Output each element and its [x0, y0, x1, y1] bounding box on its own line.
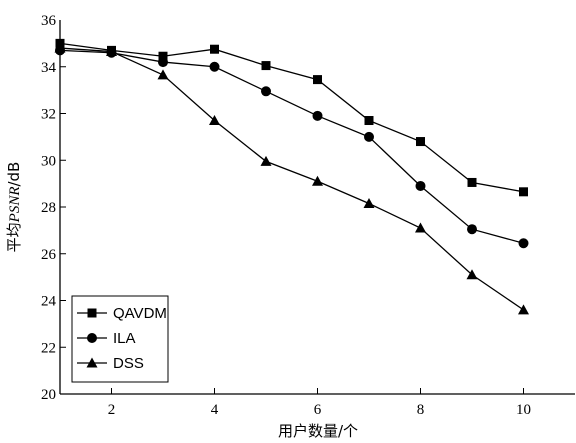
data-point-dss — [415, 222, 426, 233]
legend-marker-ila — [87, 333, 97, 343]
series-line-dss — [59, 47, 524, 311]
data-point-dss — [466, 269, 478, 280]
data-point-dss — [106, 46, 117, 57]
data-point-qavdm — [158, 51, 168, 61]
y-axis: 20 22 24 26 28 30 32 34 36 — [41, 13, 66, 403]
data-point-dss — [54, 42, 66, 53]
data-point-dss — [518, 304, 529, 315]
x-tick-label: 6 — [314, 402, 322, 418]
data-point-qavdm — [467, 177, 477, 187]
y-axis-title-prefix: 平均 — [5, 222, 23, 252]
y-tick-label: 24 — [41, 294, 57, 310]
data-point-ila — [364, 131, 374, 142]
series-dss — [54, 42, 529, 315]
x-tick-label: 8 — [417, 402, 425, 418]
data-point-ila — [467, 224, 477, 235]
data-point-dss — [157, 69, 169, 80]
y-axis-title: 平均PSNR/dB — [5, 162, 23, 253]
series-layer — [54, 38, 529, 315]
y-tick-label: 36 — [41, 13, 57, 29]
series-line-ila — [59, 49, 524, 244]
x-tick-label: 2 — [108, 402, 116, 418]
legend: QAVDM ILA DSS — [71, 295, 169, 383]
data-point-ila — [209, 61, 220, 72]
series-ila — [55, 45, 529, 249]
y-tick-label: 26 — [41, 247, 57, 263]
data-point-ila — [261, 86, 271, 97]
data-point-dss — [209, 115, 220, 126]
legend-marker-qavdm — [87, 308, 97, 318]
y-axis-title-metric: PSNR — [7, 187, 23, 224]
x-tick-label: 10 — [516, 402, 531, 418]
y-axis-title-unit: /dB — [5, 162, 23, 187]
y-tick-label: 30 — [41, 153, 56, 169]
series-qavdm — [55, 38, 528, 197]
data-point-dss — [312, 175, 323, 186]
y-tick-label: 28 — [41, 200, 56, 216]
y-tick-label: 22 — [41, 340, 56, 356]
data-point-ila — [158, 57, 168, 68]
data-point-qavdm — [313, 75, 322, 85]
data-point-ila — [415, 180, 426, 191]
x-axis: 2 4 6 8 10 — [108, 388, 531, 418]
x-axis-title: 用户数量/个 — [278, 422, 358, 440]
data-point-dss — [260, 155, 272, 166]
data-point-qavdm — [210, 44, 219, 54]
data-point-ila — [518, 238, 529, 249]
series-line-qavdm — [59, 42, 524, 193]
legend-label-dss: DSS — [113, 355, 144, 372]
data-point-qavdm — [261, 61, 271, 71]
legend-label-ila: ILA — [113, 330, 136, 347]
y-tick-label: 34 — [41, 60, 57, 76]
data-point-qavdm — [416, 137, 425, 147]
x-tick-label: 4 — [211, 402, 219, 418]
y-tick-label: 20 — [41, 387, 56, 403]
data-point-qavdm — [364, 116, 374, 126]
legend-label-qavdm: QAVDM — [113, 305, 167, 322]
legend-marker-dss — [86, 357, 98, 368]
data-point-dss — [363, 197, 375, 208]
data-point-ila — [312, 110, 323, 121]
y-tick-label: 32 — [41, 107, 56, 123]
data-point-qavdm — [519, 187, 528, 197]
